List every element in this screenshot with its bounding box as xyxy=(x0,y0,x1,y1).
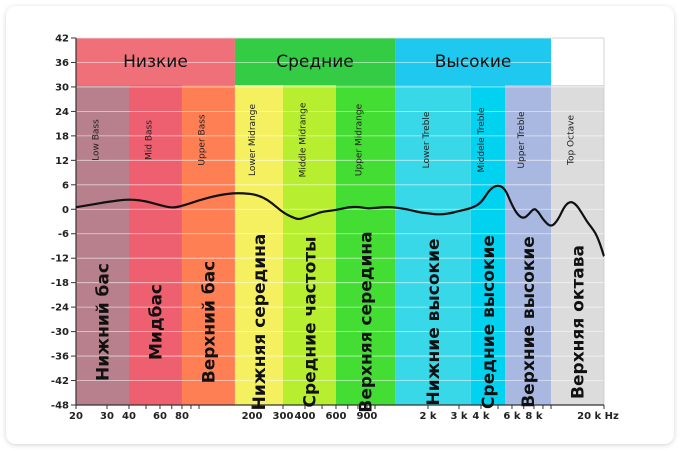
x-tick-label: 300 xyxy=(273,411,294,422)
band-label-ru: Верхняя октава xyxy=(569,245,589,399)
band-label-ru: Нижняя середина xyxy=(250,234,270,411)
response-curve xyxy=(75,184,606,257)
band-label-ru: Нижние высокие xyxy=(424,238,444,405)
x-tick-label: 30 xyxy=(100,411,114,422)
band-label-en: Top Octave xyxy=(567,115,577,166)
band-label-ru: Верхняя середина xyxy=(357,231,377,412)
band-label-ru: Средние частоты xyxy=(300,237,320,408)
band-label-ru: Нижний бас xyxy=(93,263,113,381)
group-header-background xyxy=(395,38,552,85)
band-label-en: Middle Midrange xyxy=(298,102,308,177)
band-label-ru: Верхние высокие xyxy=(519,236,539,408)
y-tick-label: 0 xyxy=(62,205,69,216)
band-label-ru: Верхний бас xyxy=(199,261,219,384)
x-tick-label: 40 xyxy=(122,411,136,422)
group-label: Средние xyxy=(276,52,354,72)
y-tick-label: 6 xyxy=(62,180,69,191)
y-tick-label: 12 xyxy=(55,156,69,167)
y-tick-label: -42 xyxy=(51,376,69,387)
band-label-ru: Мидбас xyxy=(146,284,166,360)
band-background xyxy=(470,85,506,405)
band-background xyxy=(335,85,396,405)
y-tick-label: 42 xyxy=(55,34,69,45)
y-tick-label: 18 xyxy=(55,131,69,142)
band-label-en: Upper Bass xyxy=(197,114,207,165)
band-label-en: Low Bass xyxy=(91,119,101,161)
x-tick-label: 2 k xyxy=(419,411,436,422)
band-label-en: Lower Treble xyxy=(422,111,432,168)
band-background xyxy=(76,85,129,405)
y-tick-label: -30 xyxy=(51,327,69,338)
band-label-en: Middele Treble xyxy=(477,107,487,173)
y-tick-label: -6 xyxy=(58,229,69,240)
band-background xyxy=(551,85,604,405)
x-tick-label: 6 k xyxy=(503,411,520,422)
x-tick-label: 400 xyxy=(295,411,316,422)
x-tick-label: 900 xyxy=(357,411,378,422)
y-tick-label: -24 xyxy=(51,303,69,314)
band-background xyxy=(234,85,283,405)
x-tick-label: 4 k xyxy=(472,411,489,422)
y-tick-label: -12 xyxy=(51,254,69,265)
band-background xyxy=(282,85,336,405)
y-tick-label: -36 xyxy=(51,352,69,363)
x-tick-label: 20 k Hz xyxy=(577,411,619,422)
y-tick-label: -48 xyxy=(51,401,69,412)
x-tick-label: 20 xyxy=(69,411,83,422)
y-tick-label: 30 xyxy=(55,82,69,93)
x-tick-label: 600 xyxy=(326,411,347,422)
band-label-en: Mid Bass xyxy=(144,120,154,160)
group-header-background xyxy=(76,38,235,85)
band-label-en: Upper Treble xyxy=(517,111,527,169)
band-label-en: Lower Midrange xyxy=(248,104,258,176)
group-header-background xyxy=(234,38,396,85)
x-tick-label: 8 k xyxy=(525,411,542,422)
band-label-ru: Средние высокие xyxy=(479,235,499,409)
y-tick-label: 36 xyxy=(55,58,69,69)
band-label-en: Upper Midrange xyxy=(355,103,365,176)
band-background xyxy=(505,85,552,405)
band-background xyxy=(181,85,235,405)
x-tick-label: 3 k xyxy=(450,411,467,422)
group-label: Низкие xyxy=(123,52,188,72)
x-tick-label: 60 xyxy=(153,411,167,422)
group-label: Высокие xyxy=(435,52,512,72)
band-background xyxy=(128,85,182,405)
band-background xyxy=(395,85,471,405)
y-tick-label: -18 xyxy=(51,278,69,289)
x-tick-label: 80 xyxy=(175,411,189,422)
x-tick-label: 200 xyxy=(242,411,263,422)
y-tick-label: 24 xyxy=(55,107,69,118)
top-octave-header xyxy=(551,38,604,85)
